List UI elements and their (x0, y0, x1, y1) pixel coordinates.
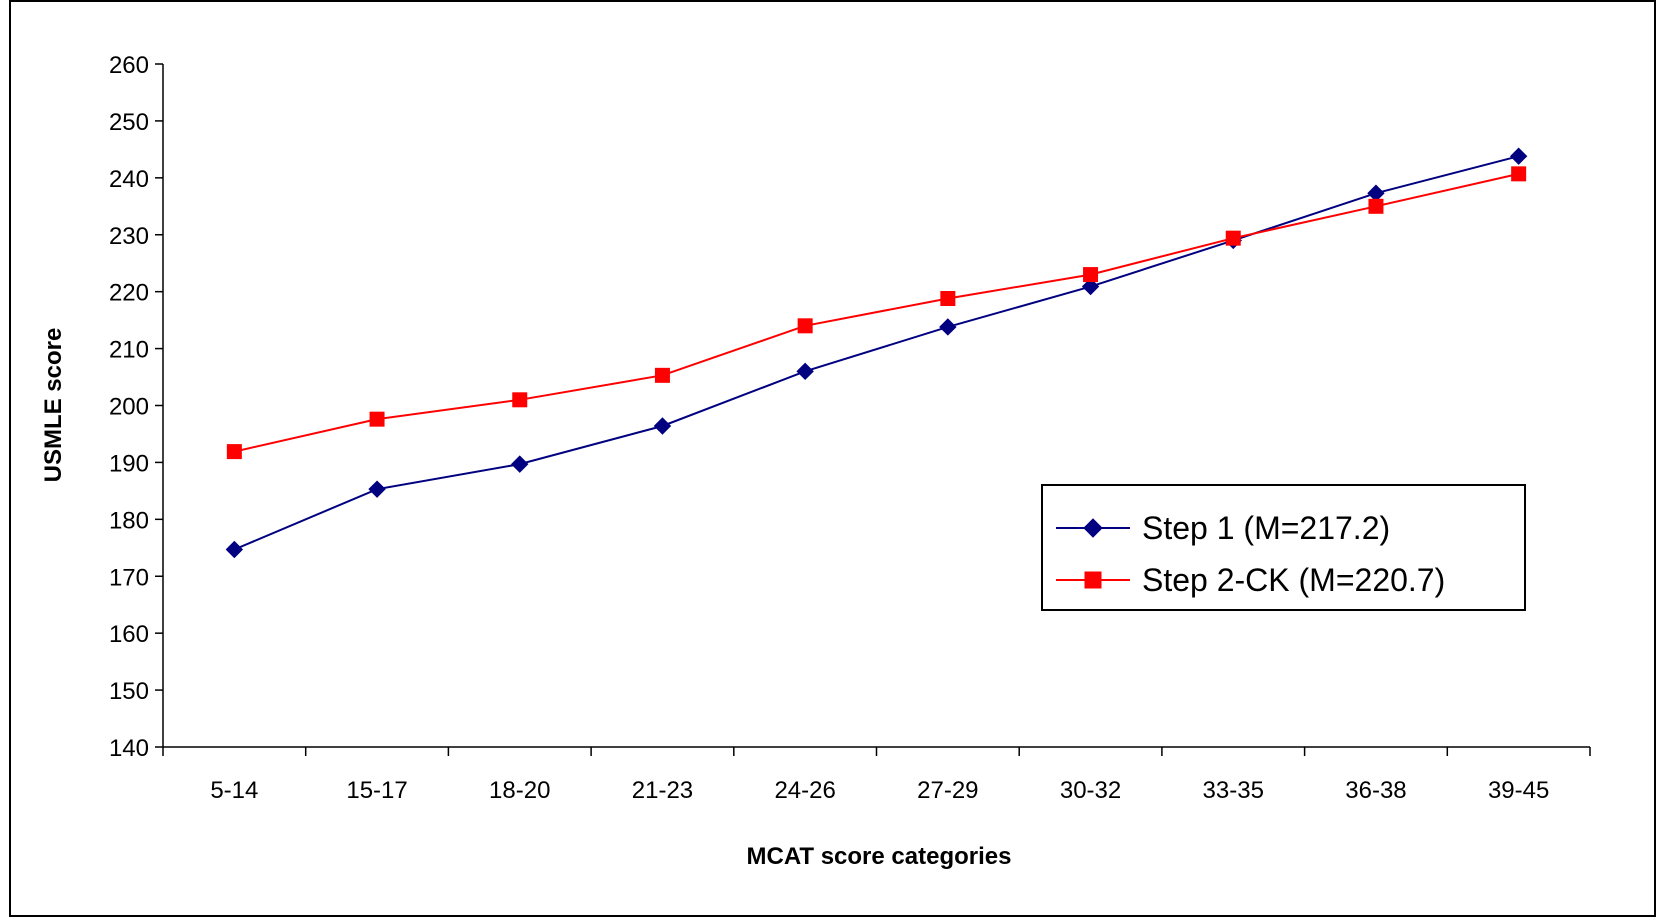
series-lines (225, 147, 1528, 559)
legend-item: Step 1 (M=217.2) (1056, 510, 1390, 546)
data-point (797, 318, 813, 334)
y-axis: 140 150 160 170 180 190 200 210 220 230 240 250 260 (109, 52, 164, 762)
y-tick-label: 200 (109, 394, 149, 421)
data-point (1081, 277, 1100, 296)
legend-label: Step 1 (M=217.2) (1142, 510, 1390, 546)
x-axis: 5-14 15-17 18-20 21-23 24-26 27-29 30-32 33-35 3… (162, 746, 1591, 804)
data-point (940, 290, 956, 306)
data-point (796, 362, 814, 381)
legend-box (1041, 484, 1526, 611)
legend-items: Step 1 (M=217.2) Step 2-CK (M=220.7) (1056, 510, 1445, 598)
series-step-2-ck (226, 166, 1527, 460)
y-tick-label: 220 (109, 280, 149, 307)
series-line (234, 172, 1519, 453)
series-line (233, 155, 1519, 551)
data-point (1509, 147, 1528, 165)
legend-item: Step 2-CK (M=220.7) (1056, 562, 1445, 598)
y-tick-label: 150 (109, 678, 149, 705)
data-point (225, 540, 244, 559)
y-tick-label: 190 (109, 450, 149, 477)
x-tick-label: 39-45 (1488, 777, 1549, 804)
y-tick-label: 170 (109, 564, 149, 591)
data-point (653, 417, 672, 435)
data-point (512, 392, 528, 408)
chart-border (9, 0, 1656, 917)
data-point (1225, 230, 1241, 246)
x-axis-title: MCAT score categories (747, 843, 1012, 870)
x-tick-label: 27-29 (917, 777, 978, 804)
x-tick-label: 24-26 (774, 777, 835, 804)
data-point (939, 318, 957, 336)
x-tick-label: 15-17 (346, 777, 407, 804)
data-point (226, 444, 242, 460)
y-tick-label: 210 (109, 337, 149, 364)
legend: Step 1 (M=217.2) Step 2-CK (M=220.7) (1041, 484, 1526, 611)
x-tick-label: 30-32 (1060, 777, 1121, 804)
data-point (1368, 198, 1384, 214)
data-point (654, 367, 670, 383)
y-tick-label: 230 (109, 223, 149, 250)
y-tick-label: 240 (109, 166, 149, 193)
y-tick-label: 250 (109, 109, 149, 136)
y-tick-label: 180 (109, 507, 149, 534)
legend-swatch-marker (1083, 518, 1103, 538)
x-tick-label: 5-14 (210, 777, 258, 804)
data-point (1083, 267, 1099, 283)
y-tick-label: 260 (109, 52, 149, 79)
y-axis-title: USMLE score (40, 328, 67, 483)
x-tick-label: 18-20 (489, 777, 550, 804)
data-point (368, 480, 386, 498)
y-tick-label: 160 (109, 621, 149, 648)
legend-swatch-marker (1084, 571, 1102, 589)
x-tick-label: 36-38 (1345, 777, 1406, 804)
x-tick-label: 21-23 (632, 777, 693, 804)
x-tick-label: 33-35 (1203, 777, 1264, 804)
data-point (1511, 166, 1527, 182)
legend-label: Step 2-CK (M=220.7) (1142, 562, 1445, 598)
data-point (511, 455, 529, 473)
data-point (369, 411, 385, 427)
y-tick-label: 140 (109, 735, 149, 762)
